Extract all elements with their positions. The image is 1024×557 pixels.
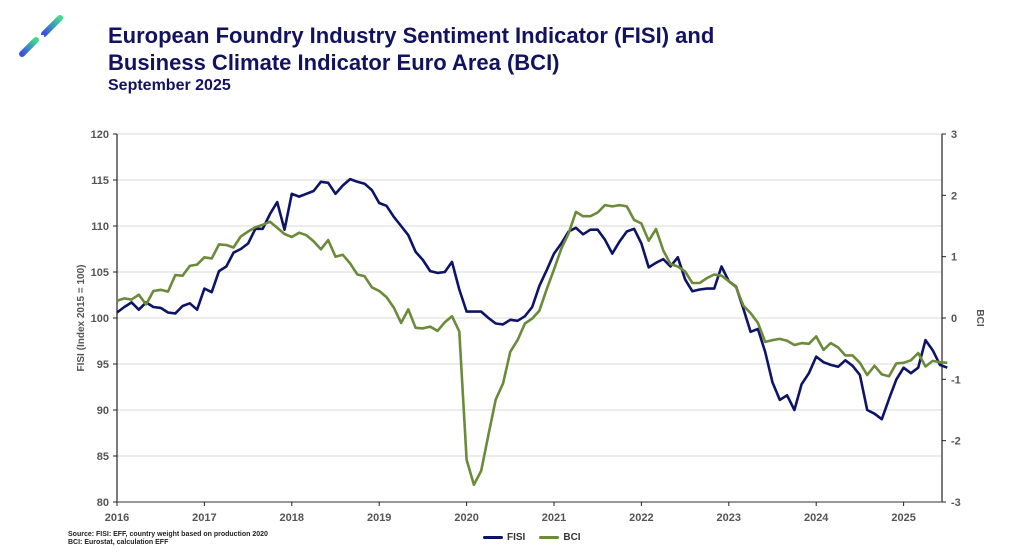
source-note: Source: FISI: EFF, country weight based … bbox=[68, 531, 268, 547]
legend-label-bci: BCI bbox=[563, 532, 581, 543]
series-lines bbox=[116, 177, 948, 487]
y-tick-label: 100 bbox=[91, 313, 109, 325]
series-line-bci bbox=[116, 203, 948, 487]
x-tick-label: 2025 bbox=[891, 512, 915, 524]
axis-labels: 80 85 90 95 100 105 110 115 120 -3 -2 -1 0 1 2 3 2016 201… bbox=[76, 129, 985, 524]
y2-tick-label: 3 bbox=[951, 129, 957, 141]
y-tick-label: 80 bbox=[97, 497, 109, 509]
eff-logo-icon bbox=[19, 13, 63, 59]
y2-tick-label: 2 bbox=[951, 190, 957, 202]
x-tick-label: 2021 bbox=[542, 512, 566, 524]
y-tick-label: 120 bbox=[91, 129, 109, 141]
legend-label-fisi: FISI bbox=[507, 532, 526, 543]
y-tick-label: 105 bbox=[91, 267, 109, 279]
y2-tick-label: -1 bbox=[951, 374, 961, 386]
chart-title: European Foundry Industry Sentiment Indi… bbox=[108, 22, 714, 76]
title-line-2: Business Climate Indicator Euro Area (BC… bbox=[108, 50, 560, 75]
legend-swatch-fisi bbox=[483, 536, 503, 539]
y-tick-label: 95 bbox=[97, 359, 109, 371]
y-axis-title: FISI (Index 2015 = 100) bbox=[76, 265, 87, 372]
axes bbox=[113, 133, 946, 506]
legend-swatch-bci bbox=[539, 536, 560, 539]
x-tick-label: 2019 bbox=[367, 512, 391, 524]
y2-axis-title: BCI bbox=[974, 309, 985, 326]
y2-tick-label: -3 bbox=[951, 497, 961, 509]
title-line-1: European Foundry Industry Sentiment Indi… bbox=[108, 23, 715, 48]
y-tick-label: 85 bbox=[97, 451, 109, 463]
y-tick-label: 90 bbox=[97, 405, 109, 417]
source-line-1: Source: FISI: EFF, country weight based … bbox=[68, 531, 268, 538]
x-tick-label: 2020 bbox=[454, 512, 478, 524]
chart-subtitle: September 2025 bbox=[108, 77, 231, 94]
x-tick-label: 2017 bbox=[192, 512, 216, 524]
legend: FISI BCI bbox=[483, 532, 581, 543]
y2-tick-label: -2 bbox=[951, 436, 961, 448]
x-tick-label: 2024 bbox=[804, 512, 829, 524]
x-tick-label: 2016 bbox=[105, 512, 129, 524]
source-line-2: BCI: Eurostat, calculation EFF bbox=[68, 539, 169, 546]
y2-tick-label: 0 bbox=[951, 313, 957, 325]
y-tick-label: 110 bbox=[91, 221, 109, 233]
x-tick-label: 2022 bbox=[629, 512, 653, 524]
gridlines bbox=[117, 133, 942, 457]
x-tick-label: 2023 bbox=[717, 512, 741, 524]
x-tick-label: 2018 bbox=[280, 512, 304, 524]
y2-tick-label: 1 bbox=[951, 252, 957, 264]
series-line-fisi bbox=[116, 177, 948, 421]
y-tick-label: 115 bbox=[91, 175, 109, 187]
